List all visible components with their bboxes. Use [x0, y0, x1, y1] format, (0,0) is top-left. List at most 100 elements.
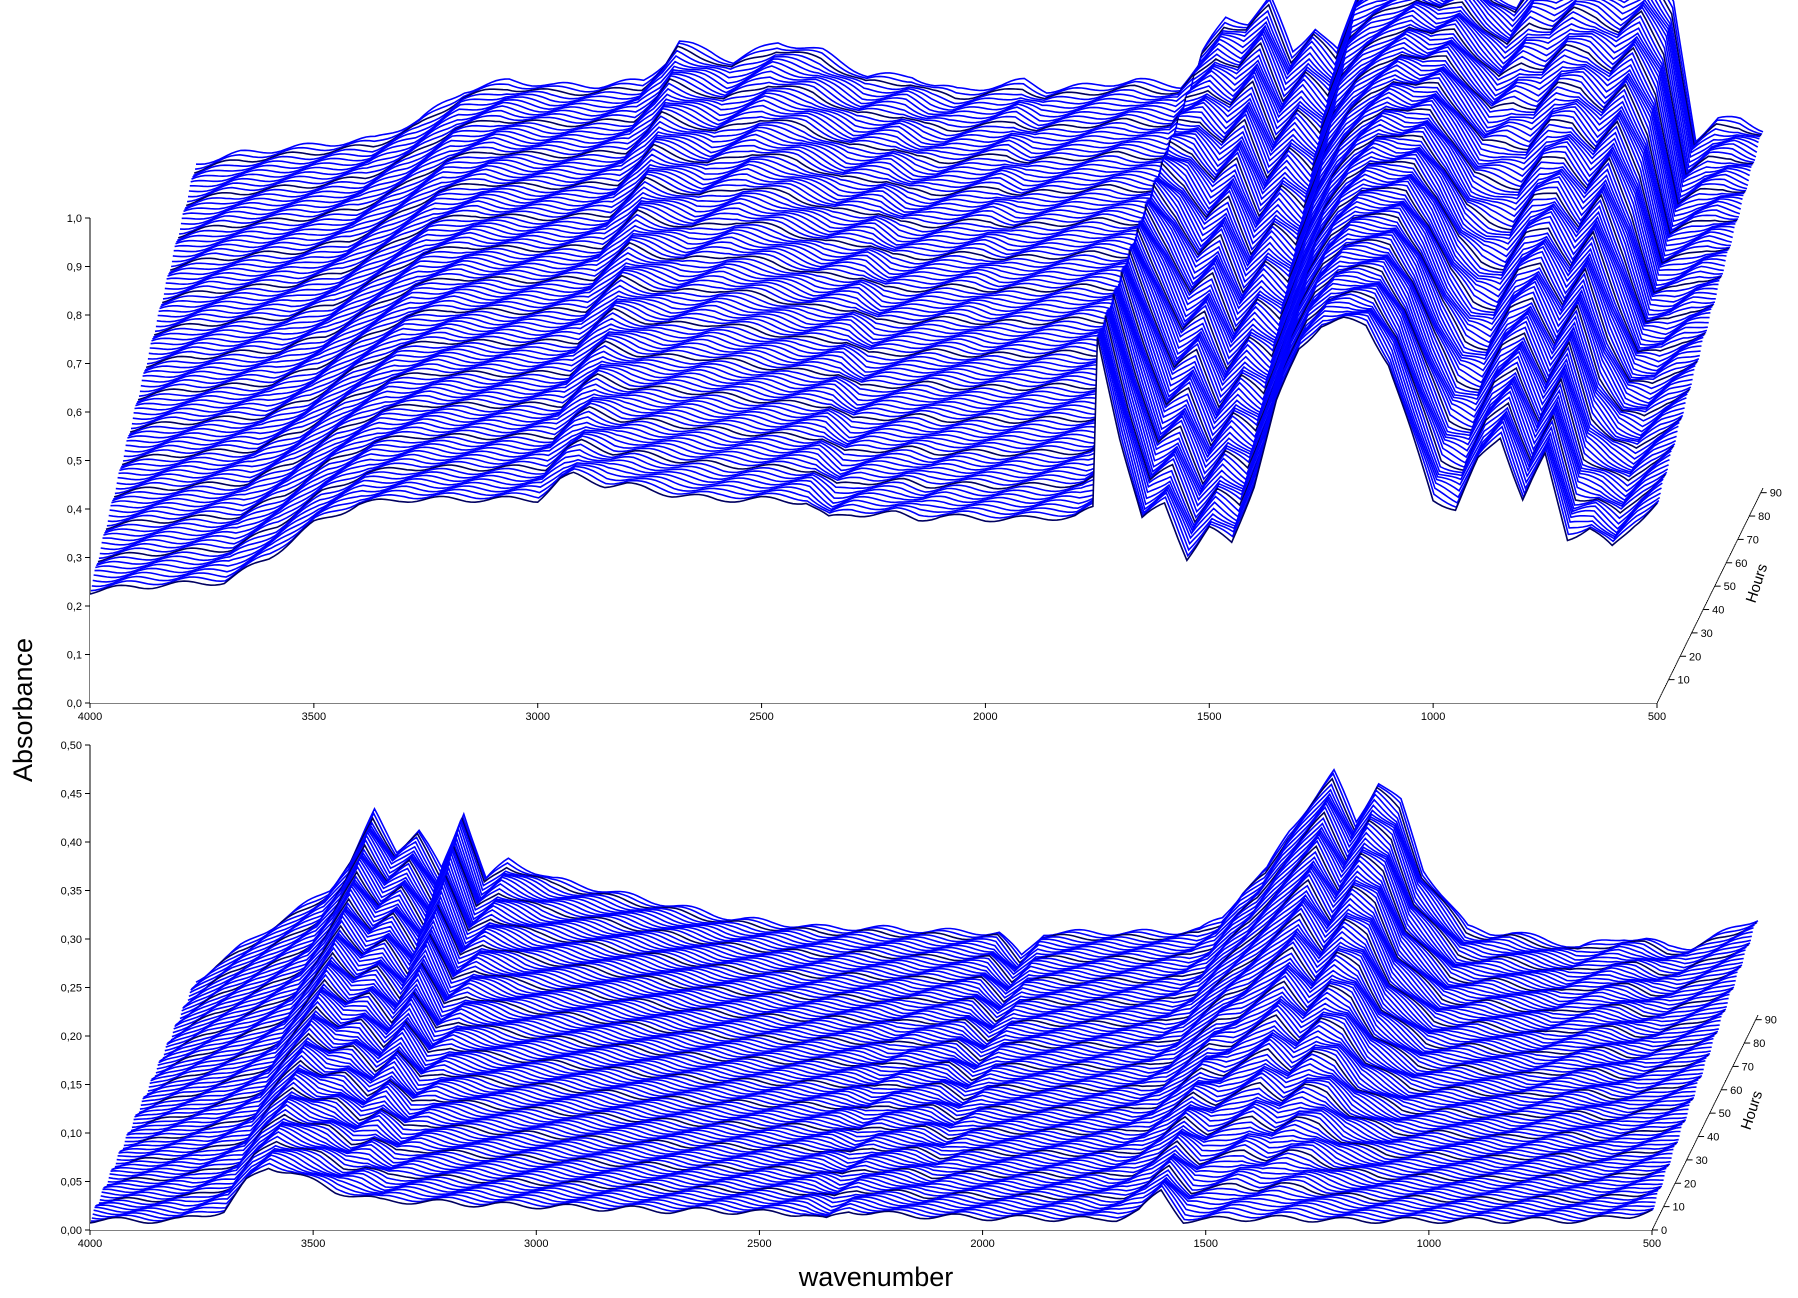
spectrum-slice	[111, 1095, 1674, 1171]
spectrum-slice	[121, 212, 1690, 466]
z-tick-label: 50	[1724, 581, 1736, 593]
spectrum-slice	[107, 1103, 1671, 1183]
spectrum-slice	[106, 262, 1675, 527]
spectrum-slice	[181, 9, 1750, 220]
spectrum-slice	[186, 0, 1755, 203]
spectrum-slice	[156, 934, 1719, 1070]
z-axis-line	[1651, 1014, 1759, 1231]
spectrum-slice	[148, 965, 1711, 1088]
z-tick-label: 50	[1719, 1108, 1731, 1120]
slice-mask	[90, 1168, 1652, 1230]
spectrum-slice	[89, 316, 1658, 595]
spectrum-slice	[127, 1041, 1690, 1135]
spectrum-slice	[95, 1149, 1658, 1211]
spectrum-slice	[131, 180, 1700, 425]
z-tick-label: 20	[1689, 651, 1701, 663]
spectrum-slice	[123, 207, 1692, 458]
spectrum-slice	[119, 1067, 1683, 1153]
waterfall-slices	[89, 0, 1764, 703]
z-tick-label: 10	[1673, 1202, 1685, 1214]
z-tick-label: 60	[1735, 558, 1747, 570]
y-axis-title: Absorbance	[8, 638, 38, 782]
spectrum-slice	[165, 64, 1733, 286]
spectrum-slice	[103, 274, 1671, 537]
spectrum-slice	[125, 1044, 1688, 1139]
spectrum-slice	[120, 218, 1688, 470]
spectrum-slice	[157, 932, 1720, 1066]
spectrum-slice	[139, 995, 1703, 1110]
y-tick-label: 0,40	[61, 837, 82, 849]
spectrum-slice	[93, 1151, 1656, 1216]
spectrum-slice	[140, 992, 1703, 1106]
spectrum-slice	[149, 963, 1712, 1085]
spectrum-slice	[99, 286, 1668, 555]
spectrum-slice	[165, 898, 1728, 1048]
spectrum-slice	[188, 799, 1752, 998]
z-axis-line	[1656, 487, 1764, 704]
spectrum-slice	[117, 228, 1685, 481]
x-tick-label: 4000	[78, 711, 102, 723]
y-tick-label: 0,00	[61, 1225, 82, 1237]
spectrum-slice	[124, 1046, 1687, 1143]
spectrum-slice	[152, 110, 1720, 340]
spectrum-slice	[173, 36, 1742, 253]
spectrum-slice	[149, 118, 1717, 351]
spectrum-slice	[134, 1016, 1697, 1118]
spectrum-slice	[100, 1127, 1663, 1199]
spectrum-slice	[110, 1096, 1673, 1174]
spectrum-slice	[180, 832, 1744, 1016]
spectrum-slice	[182, 5, 1750, 215]
spectrum-slice	[92, 311, 1661, 583]
x-tick-label: 3500	[301, 1238, 325, 1250]
y-tick-label: 0,3	[67, 553, 82, 565]
spectrum-slice	[150, 114, 1718, 346]
z-tick-label: 10	[1678, 675, 1690, 687]
spectrum-slice	[90, 314, 1659, 592]
spectrum-slice	[95, 297, 1664, 567]
spectrum-slice	[110, 251, 1678, 509]
y-tick-label: 0,10	[61, 1128, 82, 1140]
spectrum-slice	[116, 231, 1684, 486]
z-tick-label: 0	[1661, 1225, 1667, 1237]
spectrum-slice	[176, 29, 1744, 243]
spectrum-slice	[192, 0, 1760, 179]
x-tick-label: 3500	[302, 711, 326, 723]
spectrum-slice	[158, 930, 1721, 1064]
spectrum-slice	[125, 200, 1693, 448]
spectrum-slice	[130, 183, 1699, 430]
spectrum-slice	[92, 1154, 1655, 1218]
spectrum-slice	[135, 1015, 1698, 1117]
spectrum-slice	[139, 153, 1708, 393]
x-tick-label: 500	[1643, 1238, 1661, 1250]
x-tick-label: 1500	[1193, 1238, 1217, 1250]
spectrum-slice	[133, 1017, 1696, 1121]
spectrum-slice	[134, 169, 1702, 411]
spectrum-slice	[142, 989, 1705, 1100]
spectrum-slice	[168, 56, 1736, 276]
spectrum-slice	[107, 260, 1676, 523]
spectrum-slice	[97, 290, 1666, 563]
x-tick-label: 4000	[78, 1238, 102, 1250]
spectrum-slice	[109, 1098, 1672, 1177]
spectrum-slice	[132, 1019, 1695, 1125]
spectrum-slice	[119, 221, 1687, 472]
y-tick-label: 0,0	[67, 698, 82, 710]
spectrum-slice	[159, 85, 1727, 310]
spectrum-slice	[89, 1167, 1653, 1225]
spectrum-slice	[99, 1130, 1663, 1202]
waterfall-slices	[89, 768, 1759, 1230]
spectrum-slice	[102, 278, 1670, 542]
spectrum-slice	[143, 139, 1711, 375]
spectrum-slice	[178, 23, 1747, 235]
spectrum-slice	[113, 238, 1682, 498]
z-tick-label: 90	[1770, 488, 1782, 500]
spectrum-slice	[160, 83, 1728, 308]
spectrum-slice	[143, 138, 1712, 373]
spectrum-slice	[95, 301, 1663, 570]
spectrum-slice	[171, 869, 1735, 1038]
y-tick-label: 0,30	[61, 934, 82, 946]
spectrum-slice	[164, 69, 1732, 290]
y-tick-label: 0,9	[67, 262, 82, 274]
y-tick-label: 1,0	[67, 213, 82, 225]
